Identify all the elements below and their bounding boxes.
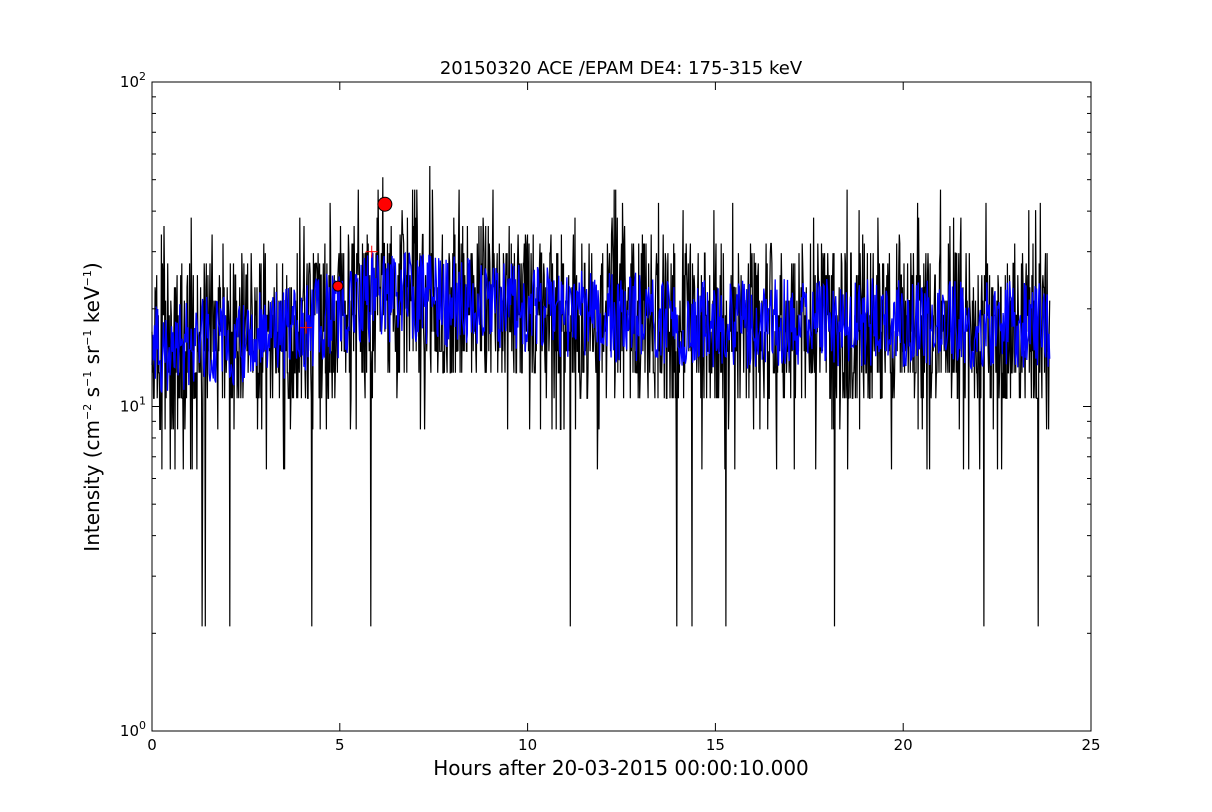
y-tick-label: 101 (120, 395, 146, 416)
x-tick-label: 5 (335, 736, 345, 754)
y-axis-label: Intensity (cm−2 s−1 sr−1 keV−1) (80, 262, 104, 551)
marker-layer (299, 196, 393, 334)
x-tick-label: 20 (894, 736, 913, 754)
chart-title: 20150320 ACE /EPAM DE4: 175-315 keV (440, 58, 803, 79)
event-marker-plus (365, 245, 378, 258)
x-tick-label: 10 (518, 736, 537, 754)
event-marker-circle (332, 280, 344, 292)
x-tick-label: 25 (1081, 736, 1100, 754)
event-marker-plus (299, 321, 312, 334)
plot-area (151, 81, 1092, 732)
x-axis-ticks: 0 5 10 15 20 25 (147, 82, 1101, 754)
y-tick-label: 100 (120, 719, 146, 740)
x-axis-label: Hours after 20-03-2015 00:00:10.000 (433, 756, 809, 780)
plot-background (152, 82, 1091, 731)
y-axis-ticks: 100 101 102 (120, 70, 1091, 740)
event-marker-circle (377, 196, 393, 212)
series-raw-line (151, 165, 1051, 627)
x-tick-label: 0 (147, 736, 157, 754)
data-layer (151, 165, 1051, 627)
y-tick-label: 102 (120, 70, 146, 91)
x-tick-label: 15 (706, 736, 725, 754)
series-smoothed-line (151, 251, 1051, 393)
